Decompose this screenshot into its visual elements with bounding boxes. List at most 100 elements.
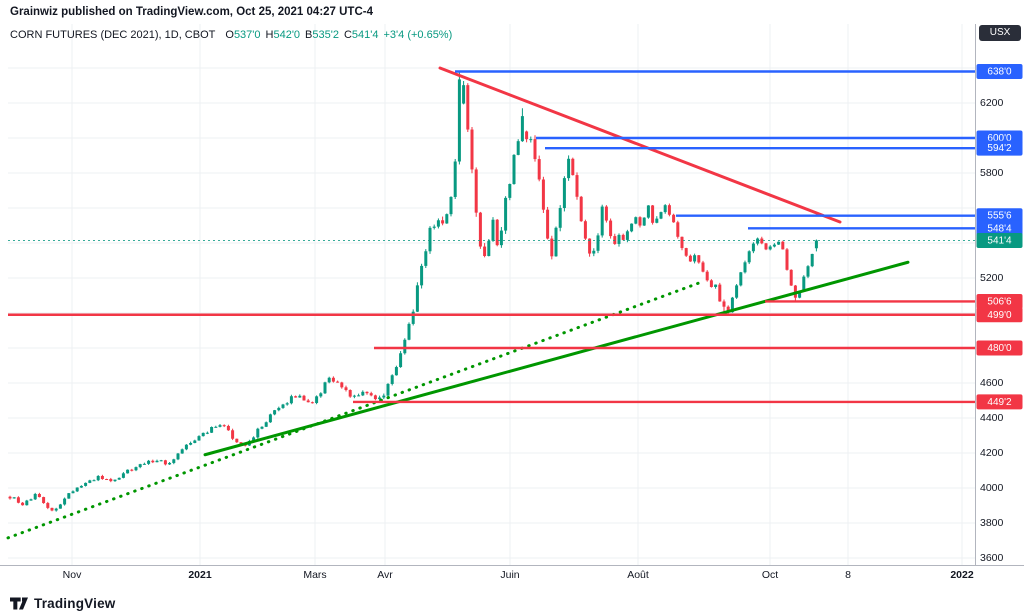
time-tick-label: Mars bbox=[303, 569, 326, 581]
symbol-title[interactable]: CORN FUTURES (DEC 2021), 1D, CBOT bbox=[10, 29, 216, 41]
price-badge-449-2: 449'2 bbox=[976, 394, 1023, 410]
candle bbox=[760, 236, 764, 245]
candle bbox=[495, 218, 499, 247]
svg-text:548'4: 548'4 bbox=[987, 223, 1012, 234]
candle bbox=[764, 243, 768, 251]
candle bbox=[751, 242, 755, 254]
symbol-legend: CORN FUTURES (DEC 2021), 1D, CBOT O537'0… bbox=[10, 29, 452, 41]
candle bbox=[802, 275, 806, 292]
candle bbox=[768, 245, 772, 251]
candle bbox=[739, 271, 743, 287]
candle bbox=[268, 413, 272, 423]
trendline-descending-resistance[interactable] bbox=[438, 66, 842, 224]
price-axis[interactable]: 6200 5800 5200 4600 4400 4200 4000 3800 3600 638'… bbox=[976, 64, 1023, 564]
candle bbox=[46, 501, 50, 510]
price-badge-555-6: 555'6 bbox=[976, 208, 1023, 224]
candle bbox=[159, 459, 163, 462]
candle bbox=[226, 424, 230, 431]
candle bbox=[205, 431, 209, 435]
candle bbox=[134, 466, 138, 472]
candle bbox=[567, 155, 571, 181]
trendline-ascending-support[interactable] bbox=[203, 260, 910, 457]
candle bbox=[520, 108, 524, 142]
candle bbox=[537, 155, 541, 182]
brand-footer[interactable]: TradingView bbox=[10, 593, 115, 613]
candle bbox=[105, 478, 109, 481]
candle bbox=[453, 158, 457, 199]
candle bbox=[583, 219, 587, 240]
candle bbox=[533, 135, 537, 162]
time-tick-label: Nov bbox=[63, 569, 82, 581]
candle bbox=[88, 479, 92, 484]
trendline-ascending-support-dotted[interactable] bbox=[6, 280, 705, 540]
candle bbox=[525, 130, 529, 143]
price-tick-label: 6200 bbox=[980, 97, 1004, 109]
candle bbox=[508, 183, 512, 201]
candle bbox=[428, 226, 432, 254]
time-tick-label: 2022 bbox=[950, 569, 974, 581]
candle bbox=[718, 282, 722, 302]
time-tick-label: Oct bbox=[762, 569, 778, 581]
candle bbox=[327, 376, 331, 384]
candle bbox=[474, 167, 478, 217]
candle bbox=[12, 497, 16, 499]
price-tick-label: 5200 bbox=[980, 272, 1004, 284]
svg-text:555'6: 555'6 bbox=[987, 211, 1012, 222]
candle bbox=[256, 427, 260, 439]
change-readout: +3'4 (+0.65%) bbox=[383, 29, 453, 41]
candle bbox=[743, 260, 747, 274]
candle bbox=[592, 248, 596, 257]
price-badge-506-6: 506'6 bbox=[976, 293, 1023, 309]
candle bbox=[499, 227, 503, 248]
candle bbox=[147, 459, 151, 465]
candle bbox=[201, 432, 205, 437]
candle bbox=[613, 233, 617, 245]
price-tick-label: 4600 bbox=[980, 377, 1004, 389]
attribution-text: Grainwiz published on TradingView.com, O… bbox=[10, 6, 373, 18]
candle bbox=[747, 250, 751, 265]
candle bbox=[218, 424, 222, 428]
candle bbox=[688, 254, 692, 262]
candle bbox=[277, 406, 281, 412]
candle bbox=[785, 248, 789, 271]
candle bbox=[705, 270, 709, 282]
candle bbox=[558, 205, 562, 232]
candlestick-series bbox=[8, 71, 818, 512]
candle bbox=[50, 507, 54, 512]
candle bbox=[550, 235, 554, 260]
candle bbox=[25, 499, 29, 506]
candle bbox=[693, 253, 697, 264]
candle bbox=[184, 444, 188, 451]
candle bbox=[415, 282, 419, 313]
candle bbox=[630, 223, 634, 233]
price-axis-unit-badge[interactable]: USX bbox=[979, 25, 1021, 41]
candle bbox=[113, 479, 117, 482]
candle bbox=[697, 254, 701, 264]
candle bbox=[781, 240, 785, 250]
close-readout: C541'4 bbox=[343, 29, 379, 41]
candle bbox=[285, 402, 289, 406]
candle bbox=[71, 490, 75, 494]
trendlines bbox=[6, 66, 910, 540]
candle bbox=[609, 218, 613, 239]
candle bbox=[462, 81, 466, 105]
candle bbox=[445, 213, 449, 224]
price-tick-label: 5800 bbox=[980, 167, 1004, 179]
candle bbox=[789, 269, 793, 286]
candle bbox=[642, 217, 646, 226]
candle bbox=[126, 469, 130, 474]
candle bbox=[810, 253, 814, 268]
candle bbox=[541, 176, 545, 213]
candle bbox=[306, 398, 310, 403]
candle bbox=[235, 438, 239, 443]
candle bbox=[138, 463, 142, 469]
time-tick-label: Juin bbox=[500, 569, 519, 581]
price-tick-label: 3600 bbox=[980, 552, 1004, 564]
candle bbox=[588, 238, 592, 257]
candle bbox=[58, 503, 62, 509]
candle bbox=[449, 196, 453, 217]
candle bbox=[546, 206, 550, 240]
time-axis[interactable]: Nov 2021 Mars Avr Juin Août Oct 8 2022 bbox=[63, 569, 974, 581]
